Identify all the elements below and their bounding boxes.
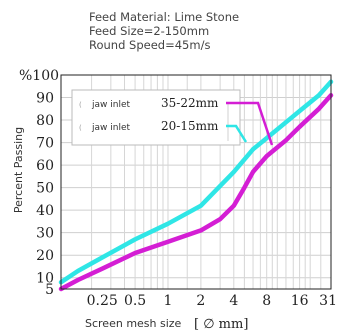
x-tick-label-4: 4 bbox=[229, 293, 238, 309]
x-tick-label-5: 8 bbox=[262, 293, 271, 309]
y-tick-label-10: 10 bbox=[36, 271, 54, 287]
y-tick-label-5: 5 bbox=[45, 282, 54, 298]
y-tick-label-20: 20 bbox=[36, 248, 54, 264]
legend-label-35-22: 35-22mm bbox=[161, 96, 219, 110]
x-tick-label-0: 0.25 bbox=[87, 293, 118, 309]
series-line-35-22mm bbox=[58, 93, 334, 292]
y-tick-label-80: 80 bbox=[36, 113, 54, 129]
legend-label-20-15: 20-15mm bbox=[161, 119, 219, 133]
legend-box bbox=[71, 89, 241, 146]
y-tick-label-100: %100 bbox=[19, 68, 59, 84]
legend-inlet-2: jaw inlet bbox=[91, 123, 130, 133]
x-tick-label-6: 16 bbox=[291, 293, 309, 309]
round-speed-caption: Round Speed=45m/s bbox=[89, 38, 211, 52]
legend-leader-lines bbox=[226, 101, 274, 146]
x-axis-unit: [ ∅ mm] bbox=[194, 317, 248, 332]
chart-tick-labels: 510 20 30 40 50 60 70 80 90 %100 0.25 0.5 1 2 4 8 16 31 bbox=[19, 68, 337, 309]
feed-size-caption: Feed Size=2-150mm bbox=[89, 24, 210, 38]
y-tick-label-50: 50 bbox=[36, 181, 54, 197]
x-tick-label-2: 1 bbox=[164, 293, 173, 309]
leader-line-20-15mm bbox=[226, 124, 248, 143]
x-tick-label-3: 2 bbox=[196, 293, 205, 309]
leader-line-35-22mm bbox=[226, 101, 274, 146]
y-tick-label-70: 70 bbox=[36, 136, 54, 152]
chart-legend: ( ( jaw inlet jaw inlet 35-22mm 20-15mm bbox=[71, 89, 241, 146]
chart-series bbox=[58, 79, 334, 292]
feed-material-caption: Feed Material: Lime Stone bbox=[89, 10, 240, 24]
y-tick-label-60: 60 bbox=[36, 158, 54, 174]
y-tick-label-90: 90 bbox=[36, 91, 54, 107]
x-tick-label-7: 31 bbox=[319, 293, 337, 309]
series-line-20-15mm bbox=[58, 79, 334, 285]
x-tick-label-1: 0.5 bbox=[124, 293, 146, 309]
legend-mark-1: ( bbox=[79, 101, 82, 109]
legend-mark-2: ( bbox=[79, 124, 82, 132]
x-axis-label: Screen mesh size bbox=[85, 317, 182, 330]
y-axis-label: Percent Passing bbox=[12, 127, 25, 213]
plot-frame bbox=[60, 74, 332, 290]
legend-inlet-1: jaw inlet bbox=[91, 100, 130, 110]
y-tick-label-30: 30 bbox=[36, 226, 54, 242]
y-tick-label-40: 40 bbox=[36, 203, 54, 219]
